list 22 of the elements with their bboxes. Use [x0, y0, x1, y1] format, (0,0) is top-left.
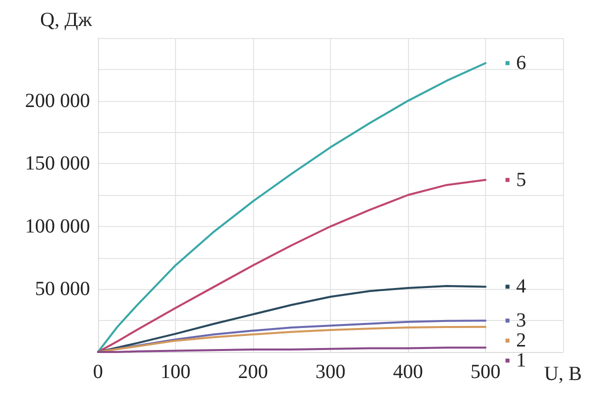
- line-series: [97, 285, 486, 353]
- line-series: [97, 326, 486, 353]
- line-series: [97, 62, 486, 353]
- x-axis-title: U, В: [544, 363, 582, 385]
- legend-label: 5: [516, 168, 526, 191]
- legend-label: 4: [516, 276, 526, 298]
- x-tick-label: 100: [160, 361, 190, 383]
- legend-label: 6: [516, 52, 526, 74]
- y-tick-label: 200 000: [25, 90, 90, 112]
- x-tick-label: 500: [470, 361, 500, 383]
- legend-label: 3: [516, 310, 526, 332]
- x-tick-label: 300: [316, 361, 346, 383]
- line-series: [97, 178, 486, 353]
- y-axis-title: Q, Дж: [40, 9, 92, 31]
- x-tick-label: 0: [93, 361, 103, 383]
- y-tick-label: 100 000: [25, 215, 90, 238]
- legend-label: 1: [516, 350, 526, 372]
- x-tick-label: 200: [238, 361, 268, 383]
- legend-label: 2: [516, 330, 526, 352]
- y-tick-label: 50 000: [35, 278, 90, 300]
- y-tick-label: 150 000: [25, 152, 90, 175]
- x-tick-label: 400: [393, 361, 423, 383]
